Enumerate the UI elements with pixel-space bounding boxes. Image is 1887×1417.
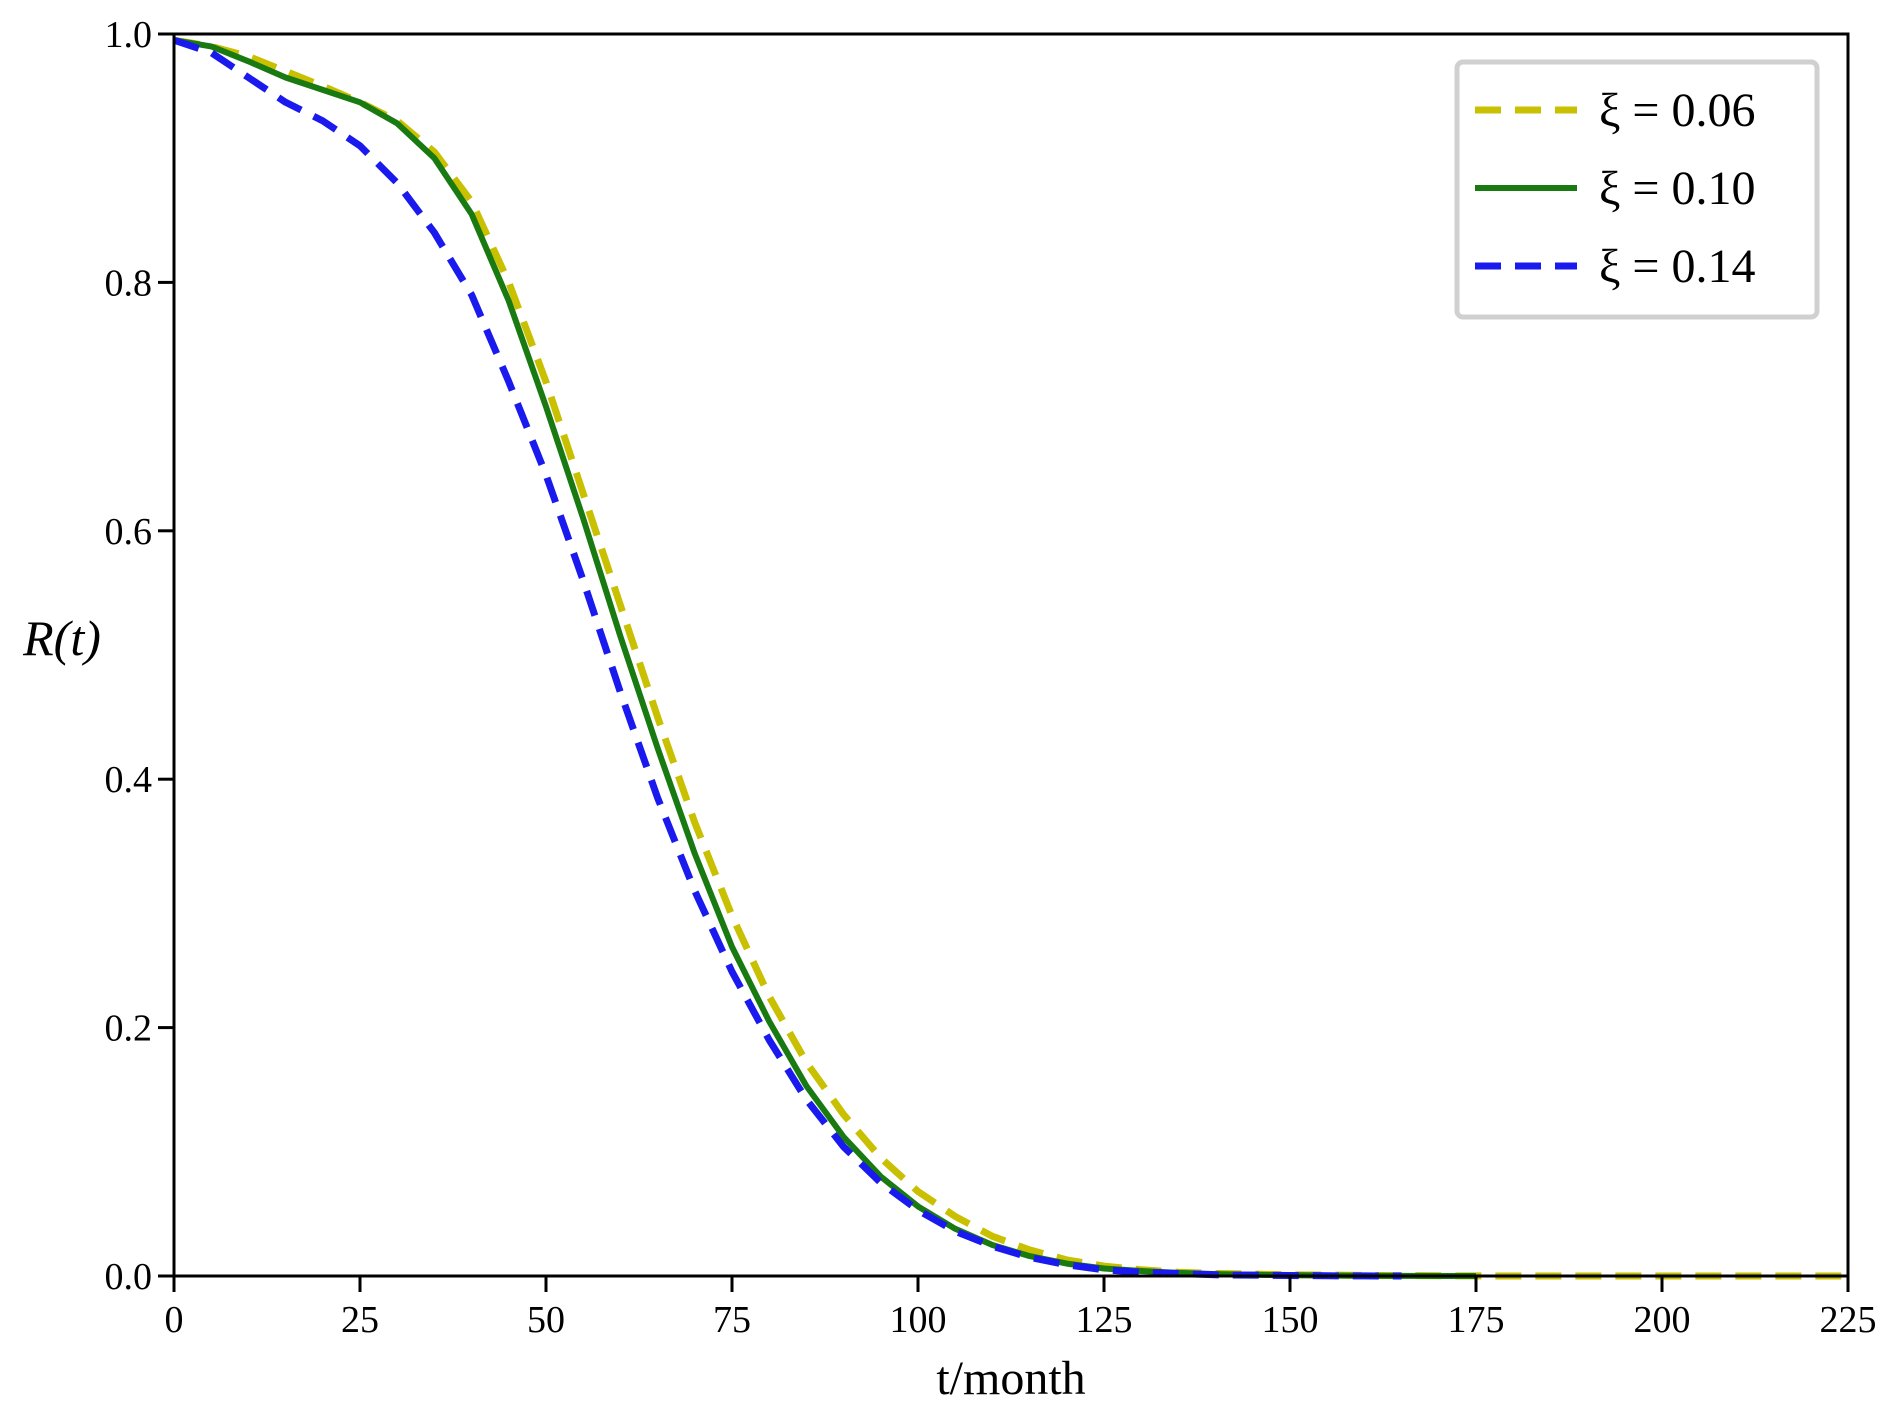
y-tick-label: 1.0: [105, 14, 153, 56]
y-axis-title: R(t): [22, 610, 101, 666]
y-tick-label: 0.0: [105, 1256, 153, 1298]
legend-box: [1454, 59, 1820, 320]
x-tick-label: 225: [1820, 1299, 1877, 1341]
plot-area-frame: [172, 32, 1850, 1278]
y-tick-label: 0.4: [105, 759, 153, 801]
x-tick-label: 50: [527, 1299, 565, 1341]
y-tick-label: 0.8: [105, 262, 153, 304]
legend-label: ξ = 0.06: [1599, 84, 1755, 137]
legend: ξ = 0.06 ξ = 0.10 ξ = 0.14: [1454, 59, 1820, 320]
series-line-3: [172, 36, 1402, 1280]
series-line-1: [173, 36, 1848, 1280]
x-tick-label: 200: [1634, 1299, 1691, 1341]
y-axis: 0.0 0.2 0.4 0.6 0.8 1.0: [105, 14, 174, 1298]
x-tick-label: 100: [890, 1299, 947, 1341]
x-tick-label: 125: [1076, 1299, 1133, 1341]
y-tick-label: 0.2: [105, 1008, 153, 1050]
legend-label: ξ = 0.14: [1599, 240, 1755, 293]
y-tick-label: 0.6: [105, 511, 153, 553]
x-tick-label: 0: [165, 1299, 184, 1341]
x-axis-title: t/month: [936, 1352, 1085, 1405]
x-tick-label: 175: [1448, 1299, 1505, 1341]
x-tick-label: 150: [1262, 1299, 1319, 1341]
x-axis: 0 25 50 75 100 125 150 175 200 225: [165, 1276, 1877, 1341]
x-tick-label: 25: [341, 1299, 379, 1341]
legend-label: ξ = 0.10: [1599, 162, 1755, 215]
x-tick-label: 75: [713, 1299, 751, 1341]
